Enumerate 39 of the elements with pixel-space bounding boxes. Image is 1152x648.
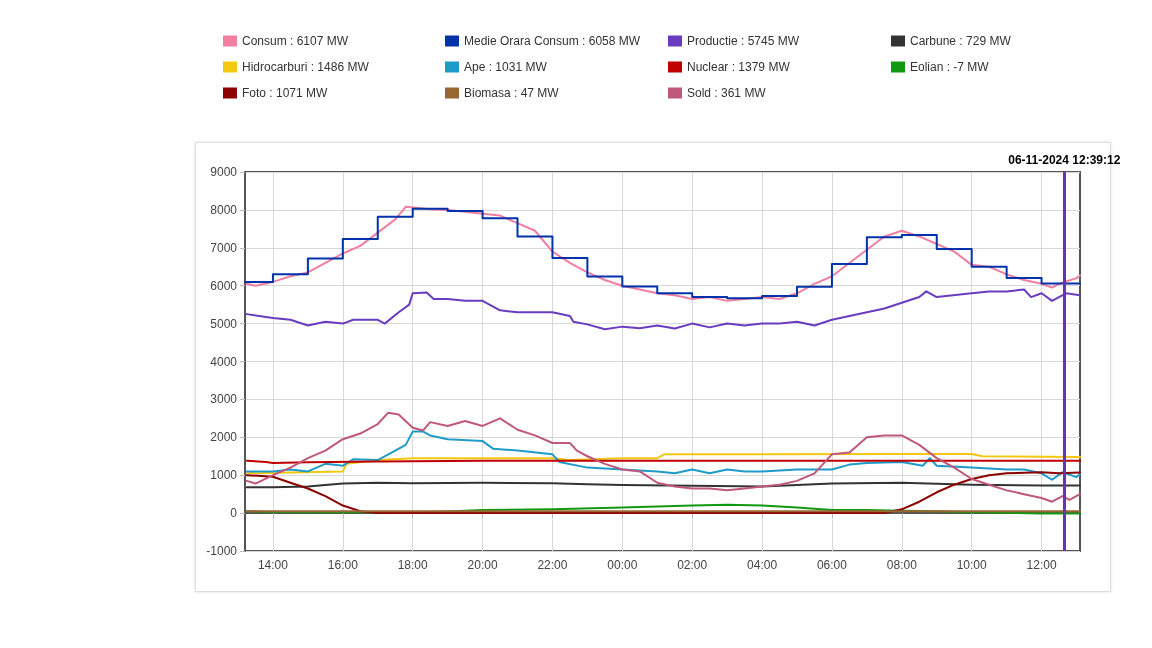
legend-label: Sold : 361 MW [687,86,767,100]
y-tick-label: -1000 [206,544,238,558]
y-tick-label: 2000 [210,430,238,445]
x-tick-label: 02:00 [677,558,708,572]
x-tick-label: 04:00 [747,558,778,572]
y-tick-label: 0 [230,506,238,521]
line-series [245,452,1081,475]
y-tick-label: 7000 [210,240,238,255]
legend-label: Ape : 1031 MW [464,60,548,74]
legend-label: Medie Orara Consum : 6058 MW [464,34,641,48]
x-tick-label: 20:00 [467,558,498,572]
legend-label: Biomasa : 47 MW [464,86,560,100]
y-tick-label: 1000 [210,468,238,483]
y-tick-label: 8000 [210,202,238,217]
ref-line-label: 06-11-2024 12:39:12 [1008,153,1121,167]
y-tick-label: 3000 [210,392,238,407]
x-tick-label: 00:00 [607,558,638,572]
y-tick-label: 5000 [210,316,238,331]
line-series [245,430,1081,481]
x-tick-label: 10:00 [956,558,988,572]
line-series [245,411,1081,503]
x-tick-label: 06:00 [816,558,848,572]
line-series [245,471,1081,515]
x-tick-label: 12:00 [1026,558,1057,572]
legend-label: Productie : 5745 MW [687,34,800,48]
x-tick-label: 08:00 [886,558,918,572]
x-tick-label: 14:00 [257,558,289,572]
legend-label: Foto : 1071 MW [242,86,329,100]
y-tick-label: 4000 [210,354,238,369]
legend-label: Eolian : -7 MW [910,60,990,74]
x-tick-label: 16:00 [327,558,359,572]
legend-label: Carbune : 729 MW [910,34,1012,48]
x-tick-label: 18:00 [397,558,429,572]
legend-label: Nuclear : 1379 MW [687,60,791,74]
y-tick-label: 9000 [210,165,238,179]
legend-label: Consum : 6107 MW [242,34,349,48]
legend-label: Hidrocarburi : 1486 MW [242,60,370,74]
x-tick-label: 22:00 [537,558,568,572]
y-tick-label: 6000 [210,278,238,293]
